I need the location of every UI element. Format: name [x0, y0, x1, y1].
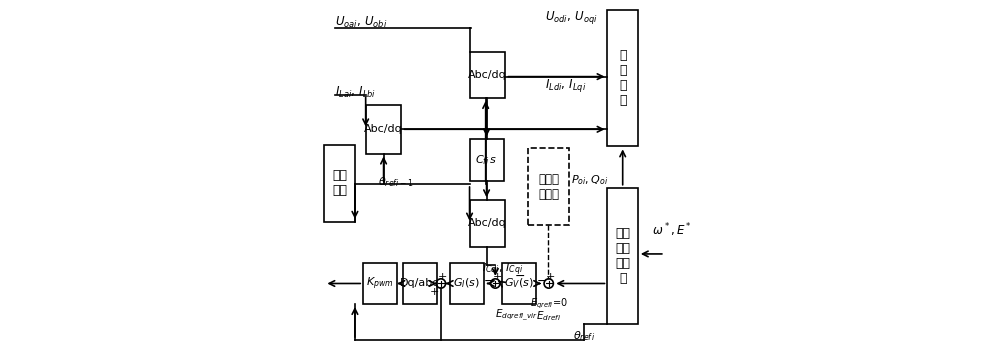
Text: 虚拟电
容算法: 虚拟电 容算法 [538, 173, 559, 201]
Text: $\theta_{refi-1}$: $\theta_{refi-1}$ [378, 175, 414, 189]
Text: 功
率
计
算: 功 率 计 算 [619, 49, 626, 108]
FancyBboxPatch shape [366, 105, 401, 154]
Text: $G_V(s)$: $G_V(s)$ [504, 277, 534, 290]
Text: Dq/abc: Dq/abc [400, 278, 439, 288]
Text: Abc/dq: Abc/dq [468, 218, 507, 229]
Text: $E_{drefi}$: $E_{drefi}$ [536, 309, 561, 323]
Text: $-$: $-$ [514, 269, 525, 282]
Text: 延时
一拍: 延时 一拍 [332, 169, 347, 197]
Text: $C_{fi}\,s$: $C_{fi}\,s$ [475, 153, 498, 167]
Text: $I_{Ldi},\,I_{Lqi}$: $I_{Ldi},\,I_{Lqi}$ [545, 77, 586, 94]
FancyBboxPatch shape [470, 139, 504, 180]
FancyBboxPatch shape [470, 200, 505, 247]
Text: $E_{dqrefi\_vir}$: $E_{dqrefi\_vir}$ [495, 308, 538, 323]
Text: −: − [484, 275, 494, 288]
Text: $U_{oai},\,U_{obi}$: $U_{oai},\,U_{obi}$ [335, 15, 388, 30]
Text: +: + [438, 272, 447, 282]
FancyBboxPatch shape [403, 263, 437, 304]
Text: $I_{Cdi},\,I_{Cqi}$: $I_{Cdi},\,I_{Cqi}$ [482, 262, 523, 278]
FancyBboxPatch shape [607, 188, 638, 324]
FancyBboxPatch shape [470, 52, 505, 98]
FancyBboxPatch shape [607, 10, 638, 147]
FancyBboxPatch shape [502, 263, 536, 304]
Text: $K_{pwm}$: $K_{pwm}$ [366, 275, 394, 292]
Text: $E_{qrefi}\!=\!0$: $E_{qrefi}\!=\!0$ [530, 297, 568, 311]
Text: Abc/dq: Abc/dq [364, 125, 403, 134]
Text: $G_I(s)$: $G_I(s)$ [453, 277, 480, 290]
Text: $\theta_{ref\,i}$: $\theta_{ref\,i}$ [573, 330, 596, 343]
Text: 虚拟
同步
机控
制: 虚拟 同步 机控 制 [615, 227, 630, 285]
FancyBboxPatch shape [450, 263, 484, 304]
FancyBboxPatch shape [528, 148, 569, 225]
Text: +: + [546, 272, 555, 282]
Text: +: + [492, 272, 502, 282]
Text: −: − [537, 275, 548, 288]
FancyBboxPatch shape [324, 145, 355, 222]
Text: +: + [430, 287, 439, 297]
Text: $I_{Lai},\,I_{Lbi}$: $I_{Lai},\,I_{Lbi}$ [335, 85, 376, 100]
Text: $U_{odi},\,U_{oqi}$: $U_{odi},\,U_{oqi}$ [545, 9, 597, 26]
Text: $P_{oi},Q_{oi}$: $P_{oi},Q_{oi}$ [571, 174, 608, 187]
Text: $\omega^*,E^*$: $\omega^*,E^*$ [652, 222, 692, 239]
Text: Abc/dq: Abc/dq [468, 70, 507, 80]
FancyBboxPatch shape [363, 263, 397, 304]
